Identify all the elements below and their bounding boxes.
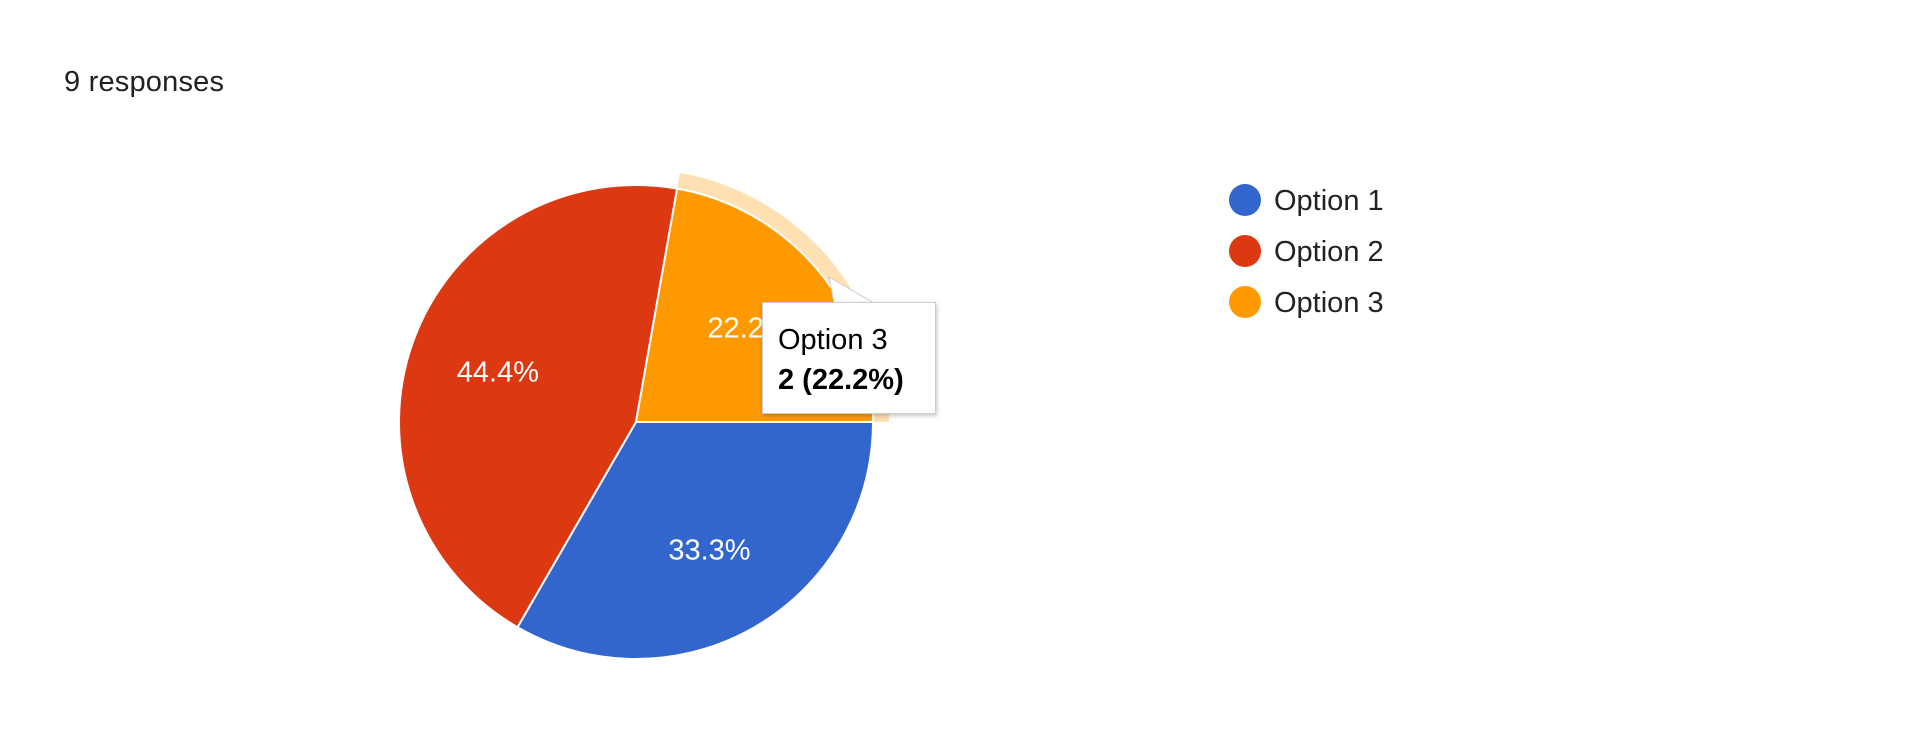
- legend-label-option-3[interactable]: Option 3: [1274, 287, 1384, 319]
- slice-label-option-2: 44.4%: [457, 357, 539, 389]
- responses-count: 9 responses: [64, 66, 225, 98]
- legend: Option 1 Option 2 Option 3: [1229, 184, 1384, 319]
- tooltip-pointer: [828, 276, 876, 304]
- tooltip-value: 2 (22.2%): [778, 364, 904, 396]
- tooltip: Option 3 2 (22.2%): [762, 302, 936, 414]
- pie-slices: [398, 184, 875, 660]
- tooltip-title: Option 3: [778, 324, 888, 356]
- legend-label-option-2[interactable]: Option 2: [1274, 236, 1384, 268]
- legend-marker-option-1[interactable]: [1229, 184, 1261, 216]
- legend-marker-option-3[interactable]: [1229, 286, 1261, 318]
- slice-label-option-1: 33.3%: [668, 534, 750, 566]
- legend-marker-option-2[interactable]: [1229, 235, 1261, 267]
- pie-slice-option-2[interactable]: [398, 184, 679, 629]
- legend-label-option-1[interactable]: Option 1: [1274, 185, 1384, 217]
- pie-slice-labels: 33.3%44.4%22.2%: [457, 313, 790, 567]
- pie-slice-option-1[interactable]: [516, 421, 875, 660]
